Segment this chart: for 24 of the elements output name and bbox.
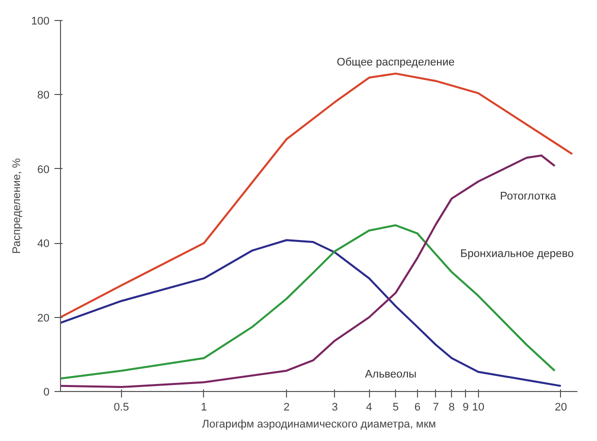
series-label: Ротоглотка (500, 190, 558, 202)
series-label: Общее распределение (336, 56, 455, 69)
x-tick-label: 3 (332, 402, 338, 414)
x-tick-label: 5 (392, 402, 399, 414)
y-tick-label: 60 (37, 164, 50, 176)
x-tick-label: 0.5 (114, 402, 130, 414)
x-tick-label: 10 (472, 402, 484, 414)
y-tick-label: 20 (37, 312, 50, 324)
text: Альвеолы (365, 368, 417, 380)
x-tick-label: 20 (554, 402, 567, 414)
y-tick-label: 40 (37, 238, 50, 250)
y-axis-title: Распределение, % (11, 158, 24, 254)
x-tick-label: 1 (200, 402, 208, 414)
y-tick-label: 100 (31, 16, 50, 28)
x-tick-label: 4 (366, 402, 372, 414)
y-tick-label: 80 (37, 90, 50, 102)
x-tick-label: 6 (414, 402, 420, 414)
y-tick-label: 0 (43, 386, 50, 398)
x-tick-label: 7 (432, 402, 439, 414)
series-label: Бронхиальное дерево (460, 248, 574, 260)
x-tick-label: 8 (448, 402, 455, 414)
x-axis-title: Логарифм аэродинамического диаметра, мкм (202, 418, 436, 430)
x-tick-label: 2 (283, 402, 290, 414)
x-tick-label: 9 (462, 402, 469, 414)
